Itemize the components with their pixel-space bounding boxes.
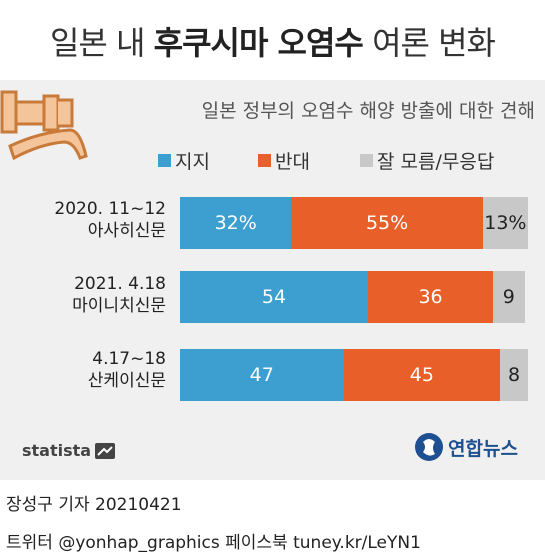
row-label-2: 4.17~18 산케이신문 <box>0 348 166 392</box>
bar-support: 54 <box>180 271 368 323</box>
yonhap-logo: 연합뉴스 <box>414 432 518 462</box>
bar-row-2: 47 45 8 <box>180 349 528 401</box>
bar-oppose: 55% <box>291 197 483 249</box>
legend-oppose: 반대 <box>258 148 310 173</box>
social-line: 트위터 @yonhap_graphics 페이스북 tuney.kr/LeYN1 <box>6 533 421 553</box>
title-suffix: 여론 변화 <box>362 24 496 62</box>
pipe-icon <box>0 90 88 161</box>
row-label-date: 2021. 4.18 <box>74 274 166 294</box>
row-label-date: 2020. 11~12 <box>54 199 166 219</box>
row-label-1: 2021. 4.18 마이니치신문 <box>0 273 166 317</box>
statista-wordmark: statista <box>22 441 92 460</box>
statista-mark-icon <box>95 442 116 459</box>
row-label-source: 산케이신문 <box>87 371 166 391</box>
legend-label: 반대 <box>275 150 310 173</box>
title-prefix: 일본 내 <box>49 24 154 62</box>
title-bold: 후쿠시마 오염수 <box>153 24 364 62</box>
row-label-source: 마이니치신문 <box>72 296 166 316</box>
bar-unknown: 9 <box>493 271 525 323</box>
legend-label: 지지 <box>175 150 210 173</box>
bar-row-0: 32% 55% 13% <box>180 197 528 249</box>
legend-swatch-support <box>158 153 171 167</box>
row-label-date: 4.17~18 <box>92 349 166 369</box>
page-title: 일본 내 후쿠시마 오염수 여론 변화 <box>0 18 545 64</box>
header: 일본 내 후쿠시마 오염수 여론 변화 <box>0 0 545 80</box>
statista-logo: statista <box>22 441 116 460</box>
row-label-source: 아사히신문 <box>87 221 166 241</box>
bar-oppose: 45 <box>343 349 501 401</box>
row-label-0: 2020. 11~12 아사히신문 <box>0 198 166 242</box>
pipe-illustration <box>0 90 88 161</box>
bar-row-1: 54 36 9 <box>180 271 528 323</box>
yonhap-wordmark: 연합뉴스 <box>448 437 518 460</box>
legend-unknown: 잘 모름/무응답 <box>360 148 495 173</box>
bar-support: 32% <box>180 197 292 249</box>
legend-swatch-oppose <box>258 153 271 167</box>
bar-unknown: 8 <box>500 349 528 401</box>
legend-support: 지지 <box>158 148 210 173</box>
bar-oppose: 36 <box>367 271 494 323</box>
credit-line: 장성구 기자 20210421 <box>6 495 182 515</box>
legend-label: 잘 모름/무응답 <box>377 150 495 173</box>
bar-support: 47 <box>180 349 344 401</box>
legend-swatch-unknown <box>360 153 373 167</box>
yonhap-emblem-icon <box>415 433 443 461</box>
bar-unknown: 13% <box>482 197 528 249</box>
chart-subtitle: 일본 정부의 오염수 해양 방출에 대한 견해 <box>201 100 535 122</box>
